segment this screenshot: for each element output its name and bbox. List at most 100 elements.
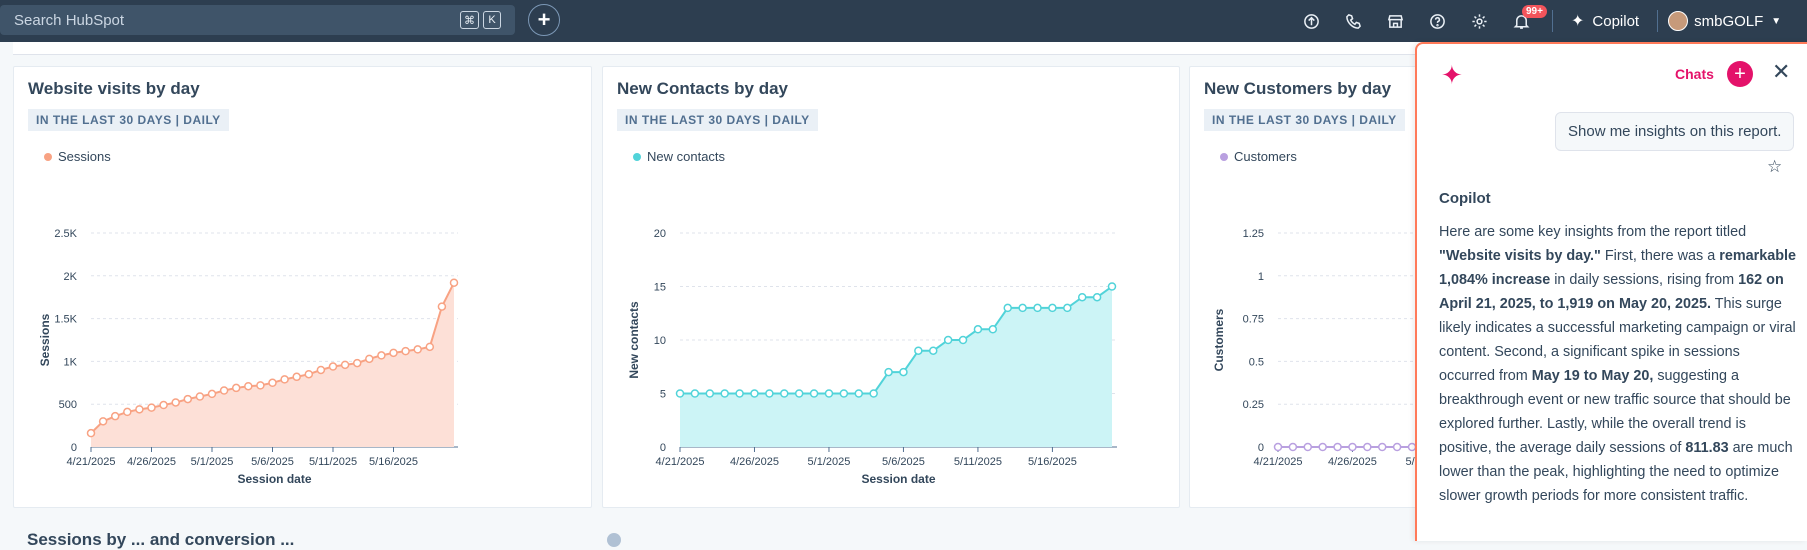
report-title[interactable]: New Contacts by day — [617, 79, 788, 98]
data-point — [292, 372, 301, 382]
sessions-area-chart[interactable]: 0 500 1K 1.5K 2K 2.5K 4/21/2025 4/26/2025 5/1/20… — [14, 167, 593, 547]
x-tick-label: 4/21/2025 — [656, 456, 705, 468]
data-point — [973, 325, 983, 334]
top-navigation-bar: Search HubSpot ⌘ K + 99+ ✦ Copilot — [0, 0, 1807, 42]
data-point — [943, 335, 953, 345]
data-point — [824, 389, 834, 398]
y-tick-label: 20 — [654, 228, 666, 240]
data-point — [1348, 442, 1357, 452]
help-button[interactable] — [1416, 0, 1458, 42]
date-range-tag: IN THE LAST 30 DAYS | DAILY — [1204, 109, 1405, 131]
data-point — [928, 346, 938, 355]
chats-link[interactable]: Chats — [1675, 66, 1714, 82]
report-card-new-contacts[interactable]: New Contacts by day IN THE LAST 30 DAYS … — [602, 66, 1180, 508]
settings-button[interactable] — [1458, 0, 1500, 42]
marketplace-icon — [1387, 14, 1403, 28]
data-point — [195, 392, 205, 401]
command-key: ⌘ — [460, 11, 479, 29]
report-title[interactable]: New Customers by day — [1204, 79, 1392, 98]
x-tick-label: 4/21/2025 — [67, 456, 116, 468]
calling-button[interactable] — [1332, 0, 1374, 42]
x-axis-label: Session date — [237, 472, 311, 486]
info-icon[interactable] — [607, 533, 621, 547]
data-point — [268, 378, 277, 388]
global-search-bar[interactable]: Search HubSpot ⌘ K — [0, 5, 515, 35]
x-tick-label: 4/26/2025 — [127, 456, 176, 468]
data-point — [340, 360, 350, 370]
response-highlight: 811.83 — [1685, 440, 1729, 456]
divider — [1657, 10, 1659, 32]
upgrade-icon — [1303, 13, 1319, 29]
data-point — [110, 411, 120, 421]
data-point — [316, 365, 326, 375]
date-range-tag: IN THE LAST 30 DAYS | DAILY — [617, 109, 818, 131]
data-point — [219, 386, 229, 395]
response-highlight: "Website visits by day." — [1439, 248, 1601, 264]
x-tick-label: 4/21/2025 — [1254, 456, 1303, 468]
chart-legend[interactable]: Customers — [1220, 149, 1297, 164]
data-point — [958, 335, 968, 345]
response-text: This surge likely indicates a successful… — [1439, 296, 1796, 384]
y-tick-label: 1.5K — [54, 314, 77, 326]
y-tick-label: 0 — [660, 442, 666, 454]
legend-label: Customers — [1234, 149, 1297, 164]
top-right-icons: 99+ ✦ Copilot smbGOLF ▼ — [1290, 0, 1781, 42]
chart-legend[interactable]: New contacts — [633, 149, 725, 164]
upgrade-button[interactable] — [1290, 0, 1332, 42]
account-name: smbGOLF — [1694, 12, 1764, 30]
report-card-website-visits[interactable]: Website visits by day IN THE LAST 30 DAY… — [13, 66, 592, 508]
help-icon — [1429, 13, 1445, 29]
data-point — [147, 403, 156, 412]
data-point — [1092, 292, 1102, 302]
star-icon[interactable]: ☆ — [1767, 157, 1783, 176]
data-point — [765, 389, 774, 398]
account-menu[interactable]: smbGOLF ▼ — [1668, 11, 1781, 31]
chevron-down-icon: ▼ — [1771, 15, 1782, 27]
y-tick-label: 1K — [64, 356, 78, 368]
data-point — [899, 367, 908, 377]
x-tick-label: 4/26/2025 — [730, 456, 779, 468]
avatar — [1668, 11, 1689, 31]
new-chat-button[interactable]: + — [1727, 61, 1753, 87]
close-icon[interactable]: ✕ — [1772, 59, 1791, 84]
data-point — [401, 346, 410, 356]
next-report-title[interactable]: Sessions by ... and conversion ... — [27, 530, 295, 549]
data-point — [352, 358, 362, 368]
y-tick-label: 10 — [654, 335, 666, 347]
data-point — [207, 389, 217, 399]
data-point — [1392, 442, 1402, 452]
data-point — [244, 381, 253, 391]
x-tick-label: 5/11/2025 — [309, 456, 357, 468]
data-point — [159, 400, 168, 410]
data-point — [780, 389, 789, 398]
chart-legend[interactable]: Sessions — [44, 149, 111, 164]
marketplace-button[interactable] — [1374, 0, 1416, 42]
report-title[interactable]: Website visits by day — [28, 79, 200, 98]
response-highlight: remarkable 1,084% increase — [1439, 248, 1797, 288]
create-new-button[interactable]: + — [528, 4, 560, 36]
data-point — [183, 394, 193, 404]
data-point — [413, 345, 422, 354]
x-tick-label: 5/1/2025 — [191, 456, 234, 468]
y-tick-label: 2K — [64, 271, 78, 283]
y-tick-label: 0.25 — [1243, 399, 1264, 411]
data-point — [690, 389, 700, 398]
data-point — [1318, 442, 1327, 452]
search-input[interactable]: Search HubSpot — [14, 11, 125, 29]
y-tick-label: 2.5K — [54, 228, 77, 240]
gear-icon — [1471, 13, 1487, 29]
x-tick-label: 5/6/2025 — [251, 456, 294, 468]
data-point — [98, 417, 108, 426]
notifications-button[interactable]: 99+ — [1500, 0, 1547, 42]
notification-count-badge: 99+ — [1522, 5, 1547, 18]
divider — [1552, 10, 1553, 32]
x-tick-label: 5/1/2025 — [808, 456, 851, 468]
response-text: Here are some key insights from the repo… — [1439, 224, 1747, 240]
x-tick-label: 5/11/2025 — [954, 456, 1002, 468]
y-axis-label: Sessions — [38, 313, 52, 366]
x-tick-label: 4/26/2025 — [1328, 456, 1377, 468]
x-axis-label: Session date — [861, 472, 935, 486]
legend-label: Sessions — [58, 149, 111, 164]
copilot-button[interactable]: ✦ Copilot — [1563, 11, 1647, 31]
contacts-area-chart[interactable]: 0 5 10 15 20 4/21/2025 4/26/2025 5/1/2025 5/6/20… — [603, 167, 1181, 547]
